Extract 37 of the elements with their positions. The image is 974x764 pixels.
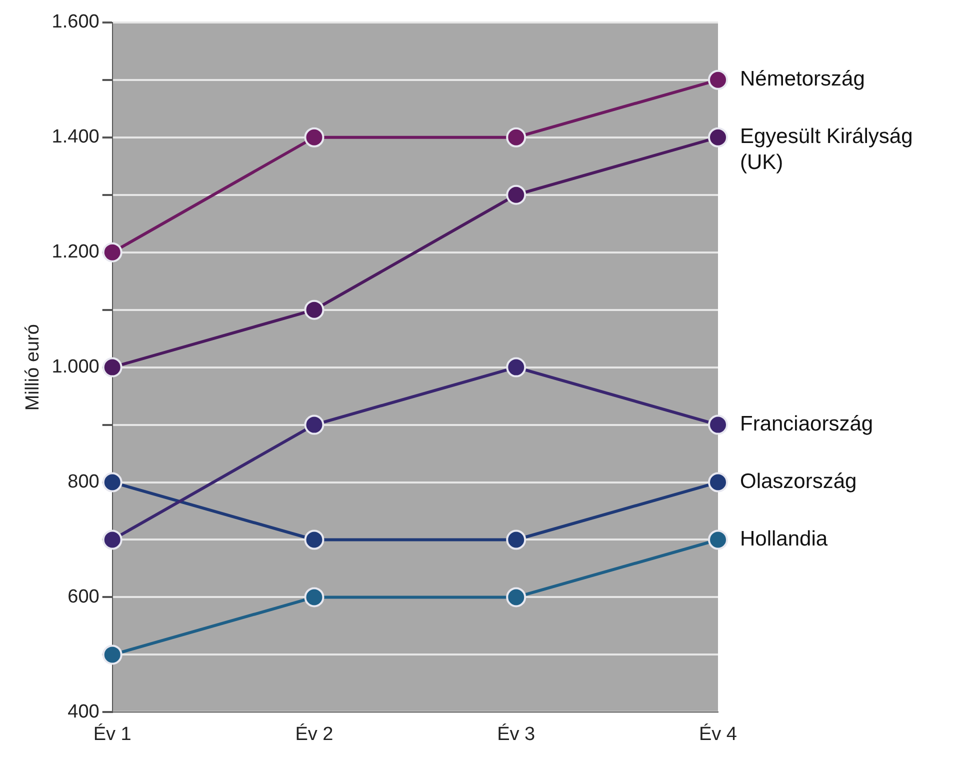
point: [102, 530, 122, 550]
y-tick-label: 1.000: [52, 356, 100, 378]
point: [506, 127, 526, 148]
point: [506, 184, 526, 205]
y-tick-label: 600: [68, 586, 100, 608]
y-tick-label: 1.600: [52, 12, 100, 33]
point: [304, 414, 324, 435]
point: [102, 472, 122, 492]
x-tick-label: Év 3: [497, 722, 536, 745]
y-tick-label: 400: [68, 701, 100, 722]
series-label: Olaszország: [740, 470, 857, 494]
series-label: Németország: [740, 68, 865, 91]
point: [506, 530, 526, 550]
point: [506, 357, 526, 378]
y-tick-label: 1.400: [52, 126, 100, 148]
point: [304, 530, 324, 550]
point: [102, 242, 122, 262]
y-tick-label: 800: [68, 472, 100, 492]
y-tick-label: 1.200: [52, 242, 100, 263]
series-label: Franciaország: [740, 412, 874, 436]
point: [304, 587, 324, 608]
series-label: Egyesült Királyság (UK): [740, 125, 913, 174]
point: [506, 587, 526, 608]
series-label: Hollandia: [740, 528, 828, 551]
point: [304, 300, 324, 320]
x-tick-label: Év 4: [698, 722, 738, 745]
point: [304, 127, 324, 148]
point: [708, 530, 728, 550]
point: [708, 127, 728, 148]
x-tick-label: Év 1: [93, 722, 132, 745]
point: [708, 472, 728, 492]
x-tick-label: Év 2: [295, 722, 334, 745]
point: [708, 70, 728, 90]
point: [102, 644, 122, 665]
point: [102, 357, 122, 378]
point: [708, 414, 728, 435]
y-axis-title: Millió euró: [22, 324, 44, 411]
